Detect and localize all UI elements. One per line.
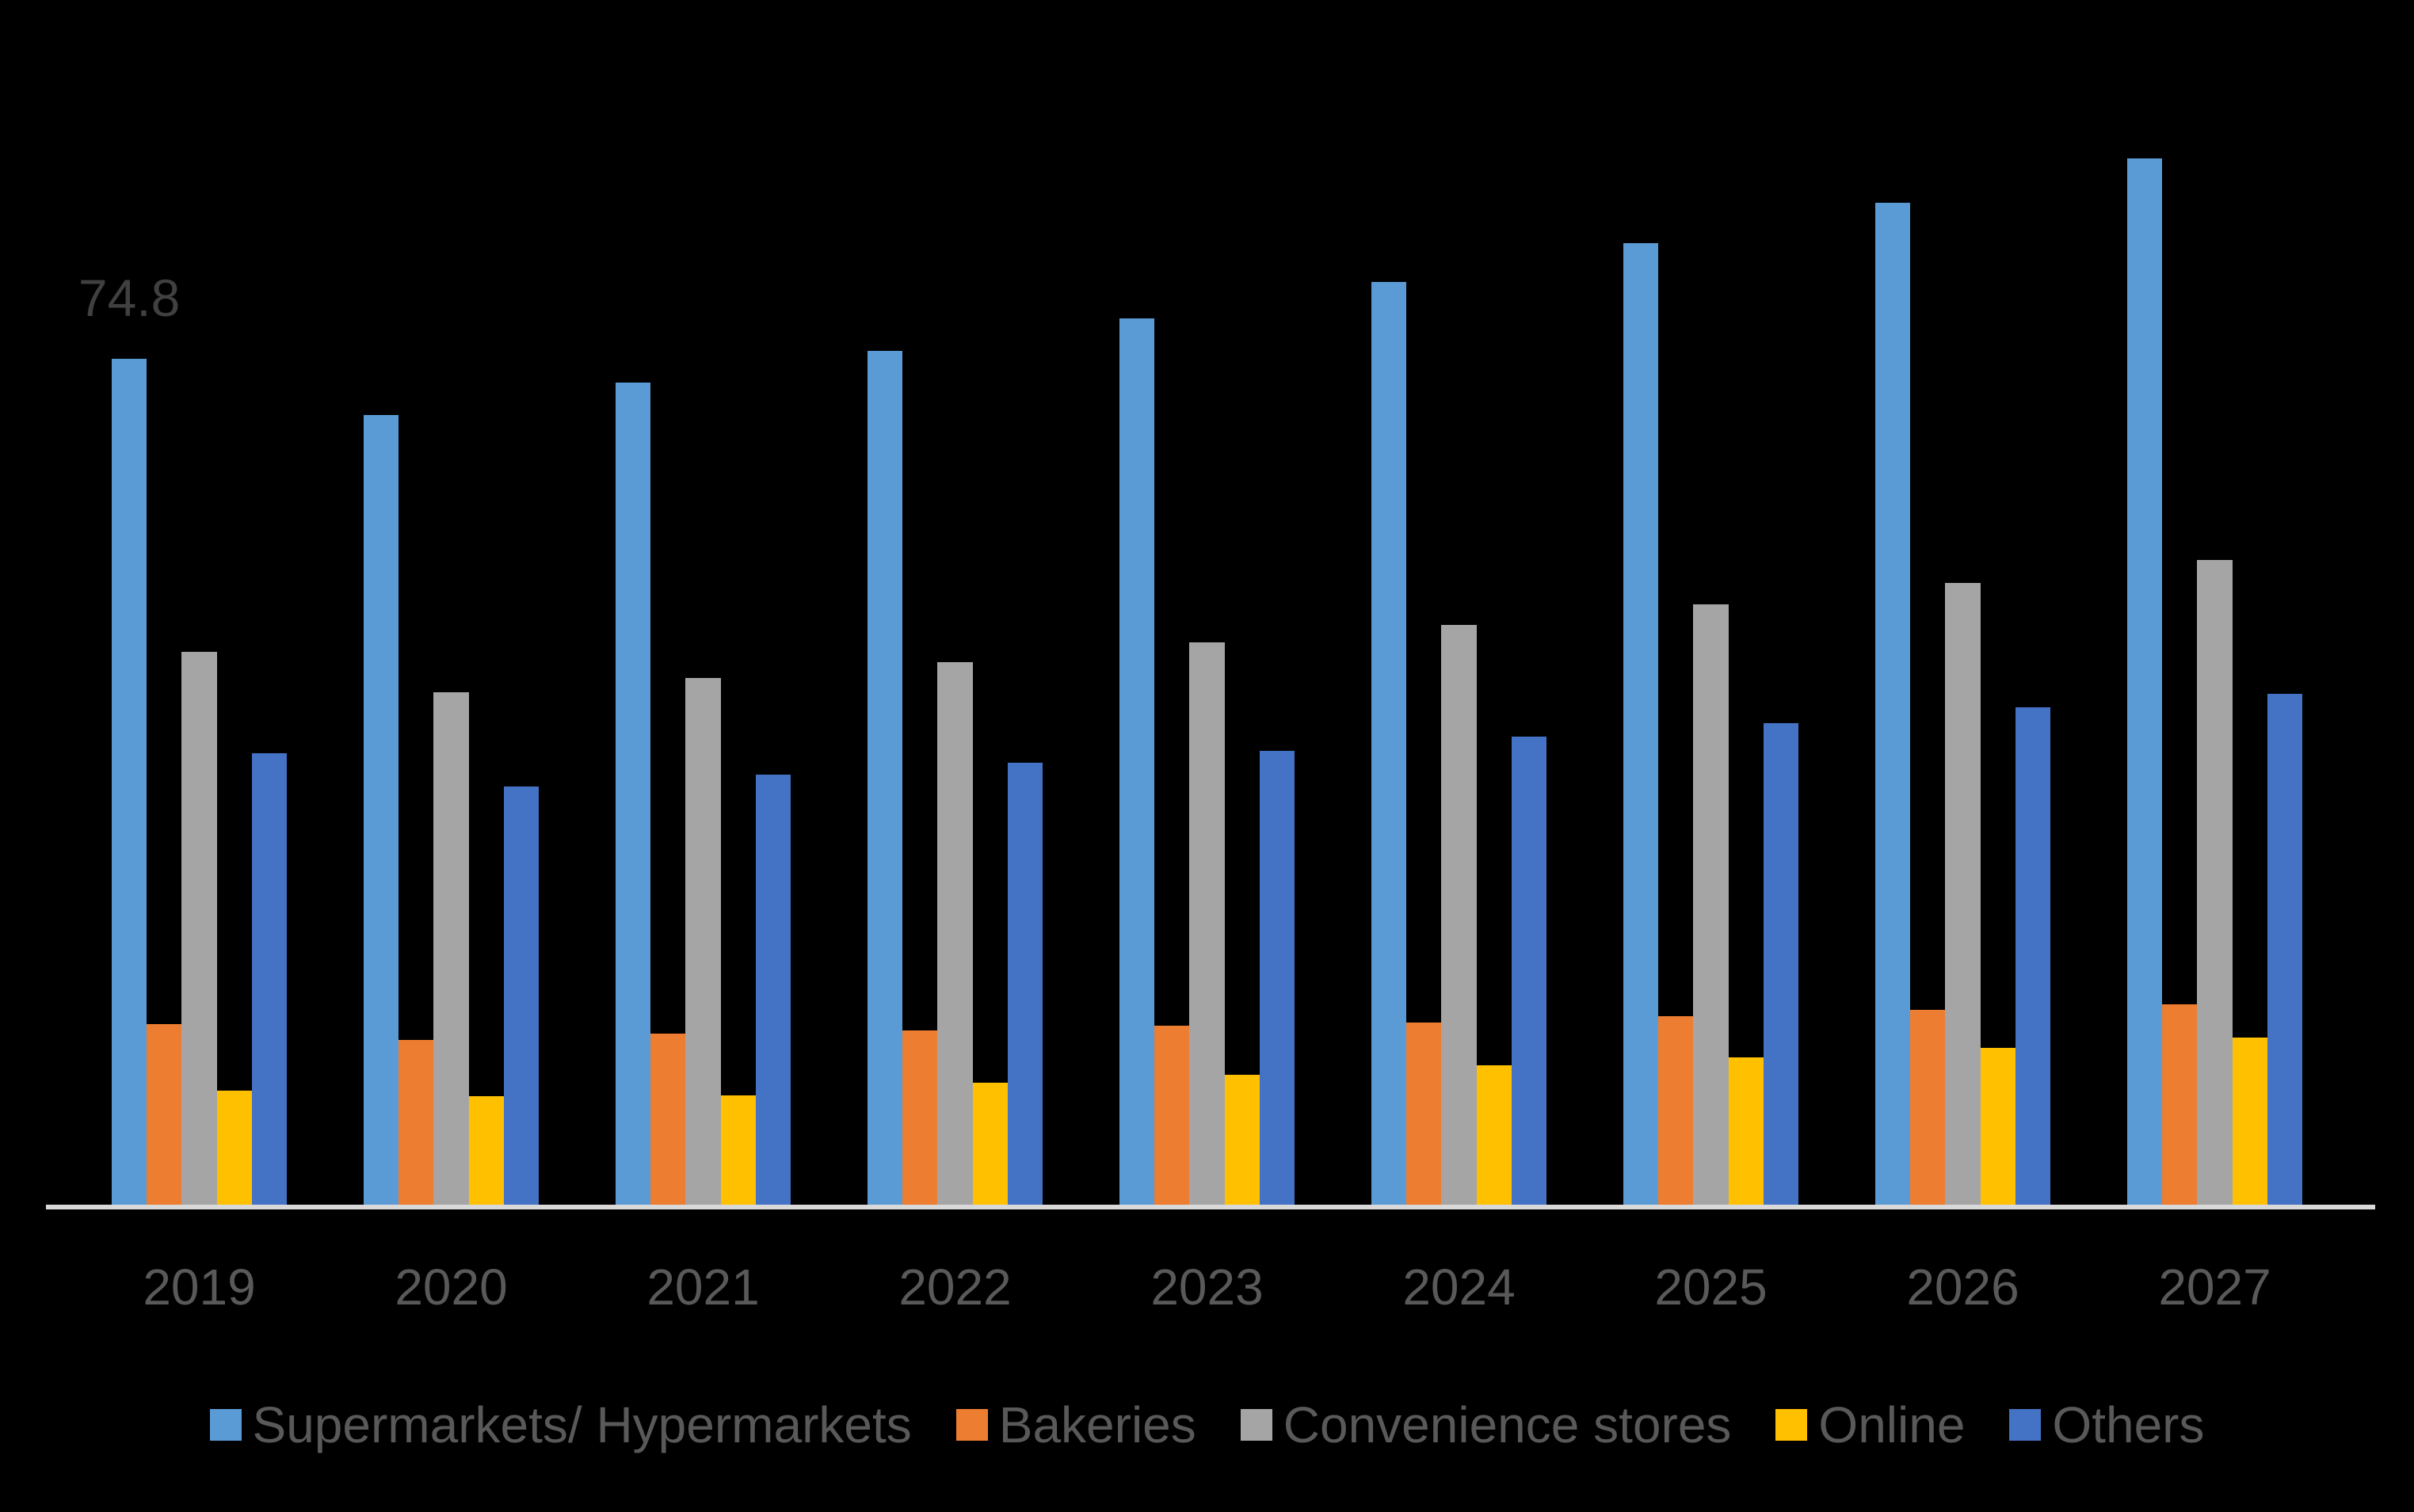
bar-online-2022 [972, 1082, 1008, 1205]
bar-others-2027 [2267, 693, 2302, 1205]
legend-swatch-icon [2009, 1409, 2042, 1441]
bar-others-2020 [503, 786, 539, 1205]
legend-item-others: Others [2009, 1396, 2204, 1454]
bar-others-2023 [1259, 751, 1295, 1205]
bar-online-2023 [1224, 1074, 1260, 1205]
legend-label-bakeries: Bakeries [998, 1396, 1196, 1453]
legend-swatch-icon [1240, 1409, 1272, 1441]
bar-supermarkets-hypermarkets-2019 [112, 359, 147, 1205]
bar-supermarkets-hypermarkets-2022 [868, 351, 903, 1205]
bar-online-2025 [1728, 1057, 1764, 1205]
x-tick-label-2026: 2026 [1906, 1259, 2019, 1316]
bar-online-2021 [720, 1095, 756, 1205]
legend-swatch-icon [955, 1409, 988, 1441]
x-tick-label-2022: 2022 [898, 1259, 1012, 1316]
x-axis-line [46, 1205, 2375, 1209]
data-label: 74.8 [78, 269, 181, 327]
bar-bakeries-2026 [1910, 1010, 1946, 1205]
bar-online-2027 [2232, 1037, 2267, 1205]
bar-convenience-stores-2027 [2197, 560, 2233, 1205]
bar-supermarkets-hypermarkets-2020 [364, 415, 399, 1205]
bar-others-2021 [755, 775, 791, 1205]
legend-item-supermarkets-hypermarkets: Supermarkets/ Hypermarkets [209, 1396, 912, 1454]
legend-swatch-icon [1775, 1409, 1808, 1441]
bar-others-2026 [2015, 706, 2050, 1205]
x-tick-label-2023: 2023 [1150, 1259, 1264, 1316]
bar-bakeries-2020 [399, 1039, 434, 1205]
legend-label-supermarkets-hypermarkets: Supermarkets/ Hypermarkets [252, 1396, 912, 1453]
bar-bakeries-2023 [1154, 1026, 1190, 1205]
bar-bakeries-2022 [902, 1030, 938, 1205]
bar-convenience-stores-2021 [685, 677, 721, 1205]
bar-supermarkets-hypermarkets-2024 [1371, 281, 1407, 1205]
legend-label-others: Others [2052, 1396, 2205, 1453]
bar-supermarkets-hypermarkets-2026 [1875, 202, 1911, 1205]
x-tick-label-2019: 2019 [143, 1259, 256, 1316]
bar-convenience-stores-2024 [1441, 624, 1477, 1205]
bar-others-2025 [1763, 722, 1798, 1205]
bar-online-2020 [468, 1095, 504, 1205]
bar-supermarkets-hypermarkets-2021 [616, 382, 651, 1205]
bar-convenience-stores-2019 [181, 651, 217, 1205]
bar-convenience-stores-2025 [1693, 604, 1729, 1205]
bar-others-2022 [1007, 762, 1043, 1205]
legend-item-convenience-stores: Convenience stores [1240, 1396, 1732, 1454]
bar-supermarkets-hypermarkets-2023 [1119, 318, 1155, 1205]
bar-bakeries-2025 [1658, 1015, 1694, 1205]
bar-convenience-stores-2022 [937, 661, 973, 1205]
x-tick-label-2027: 2027 [2158, 1259, 2271, 1316]
x-tick-label-2021: 2021 [646, 1259, 760, 1316]
bar-convenience-stores-2020 [433, 692, 469, 1205]
legend-swatch-icon [209, 1409, 242, 1441]
bar-bakeries-2019 [147, 1023, 182, 1205]
bar-online-2026 [1980, 1047, 2015, 1205]
legend-label-convenience-stores: Convenience stores [1283, 1396, 1732, 1453]
bar-supermarkets-hypermarkets-2025 [1623, 243, 1659, 1205]
legend-item-bakeries: Bakeries [955, 1396, 1196, 1454]
bar-supermarkets-hypermarkets-2027 [2127, 158, 2163, 1205]
bar-convenience-stores-2026 [1945, 582, 1981, 1205]
bar-online-2019 [216, 1090, 252, 1205]
legend-label-online: Online [1818, 1396, 1966, 1453]
x-tick-label-2020: 2020 [395, 1259, 508, 1316]
bar-others-2024 [1511, 736, 1546, 1205]
bar-bakeries-2027 [2162, 1004, 2198, 1205]
x-tick-label-2025: 2025 [1654, 1259, 1768, 1316]
legend: Supermarkets/ Hypermarkets Bakeries Conven… [0, 1396, 2414, 1454]
bar-bakeries-2021 [650, 1034, 686, 1205]
bar-others-2019 [251, 753, 287, 1205]
legend-item-online: Online [1775, 1396, 1965, 1454]
bar-online-2024 [1476, 1065, 1512, 1205]
bar-bakeries-2024 [1406, 1023, 1442, 1205]
x-tick-label-2024: 2024 [1402, 1259, 1516, 1316]
bar-convenience-stores-2023 [1189, 642, 1225, 1205]
